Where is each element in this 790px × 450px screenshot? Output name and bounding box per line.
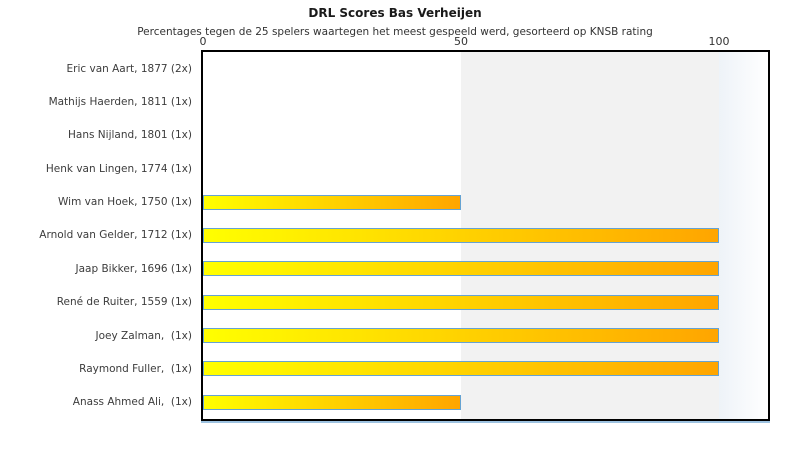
- plot-inner: [203, 52, 768, 419]
- category-label: Henk van Lingen, 1774 (1x): [45, 162, 192, 175]
- chart-title: DRL Scores Bas Verheijen: [308, 6, 482, 20]
- bar: [203, 328, 719, 344]
- plot-bottom-shadow-line: [201, 421, 770, 423]
- plot-area: [201, 50, 770, 421]
- bar: [203, 361, 719, 377]
- x-tick-label: 0: [199, 35, 207, 48]
- category-label: Eric van Aart, 1877 (2x): [66, 62, 193, 75]
- bar: [203, 261, 719, 277]
- category-label: Anass Ahmed Ali, (1x): [72, 396, 192, 409]
- chart-subtitle: Percentages tegen de 25 spelers waartege…: [137, 26, 653, 38]
- bar: [203, 194, 461, 210]
- category-label: René de Ruiter, 1559 (1x): [56, 296, 192, 309]
- category-label: Arnold van Gelder, 1712 (1x): [39, 229, 192, 242]
- category-label: Jaap Bikker, 1696 (1x): [75, 262, 192, 275]
- category-label: Hans Nijland, 1801 (1x): [68, 129, 192, 142]
- category-label: Joey Zalman, (1x): [95, 329, 193, 342]
- bar: [203, 294, 719, 310]
- category-label: Wim van Hoek, 1750 (1x): [58, 196, 192, 209]
- category-labels-column: Eric van Aart, 1877 (2x) Mathijs Haerden,…: [0, 52, 192, 419]
- bar: [203, 228, 719, 243]
- bar: [203, 394, 461, 410]
- background-band-beyond-100: [719, 52, 768, 419]
- x-tick-label: 100: [708, 35, 730, 48]
- category-label: Mathijs Haerden, 1811 (1x): [48, 96, 192, 109]
- category-label: Raymond Fuller, (1x): [79, 362, 192, 375]
- x-tick-label: 50: [454, 35, 468, 48]
